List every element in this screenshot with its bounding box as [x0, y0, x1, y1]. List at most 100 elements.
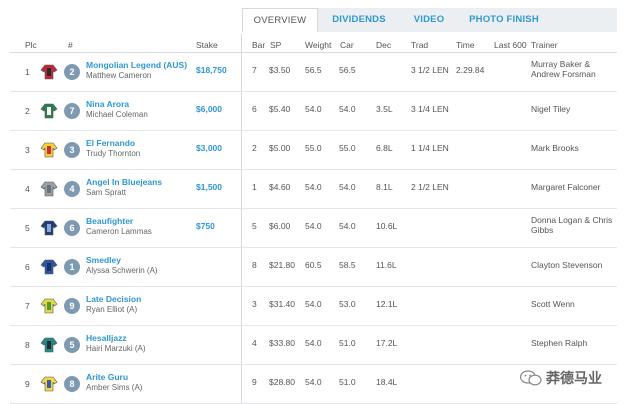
- margin-trad: 3 1/2 LEN: [411, 65, 449, 75]
- jockey-silks-icon: [40, 62, 58, 80]
- horse-name-link[interactable]: Nina Arora: [86, 99, 130, 109]
- trainer-name: Clayton Stevenson: [531, 260, 603, 270]
- stake-value: $18,750: [196, 65, 227, 75]
- starting-price: $3.50: [269, 65, 291, 75]
- header-weight: Weight: [305, 40, 332, 50]
- wechat-icon: [520, 370, 542, 386]
- tab-photo-finish[interactable]: PHOTO FINISH: [469, 14, 539, 25]
- starting-price: $5.40: [269, 104, 291, 114]
- header-dec: Dec: [376, 40, 392, 50]
- margin-dec: 11.6L: [376, 260, 397, 270]
- jockey-silks-icon: [40, 179, 58, 197]
- place: 2: [25, 106, 30, 116]
- horse-name-link[interactable]: Smedley: [86, 255, 121, 265]
- barrier: 6: [252, 104, 257, 114]
- margin-trad: 3 1/4 LEN: [411, 104, 449, 114]
- weight: 54.0: [305, 299, 322, 309]
- jockey-name: Hairi Marzuki (A): [86, 344, 146, 353]
- barrier: 9: [252, 377, 257, 387]
- horse-name-link[interactable]: Arite Guru: [86, 372, 129, 382]
- place: 5: [25, 223, 30, 233]
- margin-dec: 18.4L: [376, 377, 398, 387]
- starting-price: $6.00: [269, 221, 291, 231]
- carried-weight: 58.5: [339, 260, 356, 270]
- tab-video[interactable]: VIDEO: [413, 14, 445, 25]
- carried-weight: 53.0: [339, 299, 356, 309]
- header-plc: Plc: [25, 40, 37, 50]
- horse-name-link[interactable]: Hesalljazz: [86, 333, 127, 343]
- watermark-text: 莽德马业: [546, 370, 602, 386]
- margin-dec: 17.2L: [376, 338, 398, 348]
- jockey-name: Michael Coleman: [86, 110, 148, 119]
- barrier: 4: [252, 338, 257, 348]
- table-row: 3 3 El Fernando Trudy Thornton $3,000 2 $5.00 5…: [10, 131, 617, 170]
- header-car: Car: [340, 40, 354, 50]
- weight: 54.0: [305, 377, 322, 387]
- horse-name-link[interactable]: Angel In Bluejeans: [86, 177, 163, 187]
- stake-value: $6,000: [196, 104, 222, 114]
- saddlecloth-number: 9: [64, 298, 80, 314]
- tab-overview[interactable]: OVERVIEW: [242, 8, 318, 32]
- table-row: 7 9 Late Decision Ryan Elliot (A) 3 $31.40 54.…: [10, 287, 617, 326]
- weight: 55.0: [305, 143, 322, 153]
- jockey-name: Alyssa Schwerin (A): [86, 266, 158, 275]
- place: 1: [25, 67, 30, 77]
- saddlecloth-number: 6: [64, 220, 80, 236]
- header-number: #: [68, 40, 73, 50]
- weight: 54.0: [305, 221, 322, 231]
- tab-dividends[interactable]: DIVIDENDS: [332, 14, 386, 25]
- header-last600: Last 600: [494, 40, 527, 50]
- margin-dec: 8.1L: [376, 182, 393, 192]
- weight: 54.0: [305, 104, 322, 114]
- jockey-silks-icon: [40, 101, 58, 119]
- horse-name-link[interactable]: Beaufighter: [86, 216, 134, 226]
- jockey-name: Cameron Lammas: [86, 227, 152, 236]
- carried-weight: 56.5: [339, 65, 356, 75]
- starting-price: $31.40: [269, 299, 295, 309]
- jockey-silks-icon: [40, 218, 58, 236]
- jockey-silks-icon: [40, 374, 58, 392]
- horse-name-link[interactable]: Mongolian Legend (AUS): [86, 60, 188, 70]
- header-trainer: Trainer: [531, 40, 558, 50]
- trainer-name: Margaret Falconer: [531, 182, 601, 192]
- carried-weight: 51.0: [339, 338, 356, 348]
- starting-price: $33.80: [269, 338, 295, 348]
- saddlecloth-number: 2: [64, 64, 80, 80]
- carried-weight: 51.0: [339, 377, 356, 387]
- header-time: Time: [456, 40, 475, 50]
- carried-weight: 54.0: [339, 182, 356, 192]
- table-row: 6 1 Smedley Alyssa Schwerin (A) 8 $21.80 60.5 5…: [10, 248, 617, 287]
- jockey-name: Matthew Cameron: [86, 71, 152, 80]
- table-row: 2 7 Nina Arora Michael Coleman $6,000 6 $5.40 5…: [10, 92, 617, 131]
- weight: 60.5: [305, 260, 322, 270]
- weight: 56.5: [305, 65, 322, 75]
- margin-dec: 10.6L: [376, 221, 398, 231]
- race-time: 2.29.84: [456, 65, 485, 75]
- barrier: 3: [252, 299, 257, 309]
- header-bar: Bar: [252, 40, 266, 50]
- horse-name-link[interactable]: Late Decision: [86, 294, 142, 304]
- stake-value: $750: [196, 221, 215, 231]
- jockey-name: Ryan Elliot (A): [86, 305, 138, 314]
- carried-weight: 54.0: [339, 104, 356, 114]
- saddlecloth-number: 4: [64, 181, 80, 197]
- header-divider: [10, 52, 617, 53]
- watermark: 莽德马业: [520, 368, 602, 388]
- horse-name-link[interactable]: El Fernando: [86, 138, 136, 148]
- margin-trad: 1 1/4 LEN: [411, 143, 449, 153]
- starting-price: $28.80: [269, 377, 295, 387]
- table-row: 5 6 Beaufighter Cameron Lammas $750 5 $6.00 54.…: [10, 209, 617, 248]
- jockey-name: Trudy Thornton: [86, 149, 141, 158]
- barrier: 7: [252, 65, 257, 75]
- column-divider: [241, 34, 242, 404]
- weight: 54.0: [305, 338, 322, 348]
- saddlecloth-number: 5: [64, 337, 80, 353]
- starting-price: $4.60: [269, 182, 291, 192]
- place: 8: [25, 340, 30, 350]
- stake-value: $3,000: [196, 143, 222, 153]
- starting-price: $21.80: [269, 260, 295, 270]
- barrier: 2: [252, 143, 257, 153]
- trainer-name: Nigel Tiley: [531, 104, 571, 114]
- header-sp: SP: [270, 40, 282, 50]
- jockey-silks-icon: [40, 257, 58, 275]
